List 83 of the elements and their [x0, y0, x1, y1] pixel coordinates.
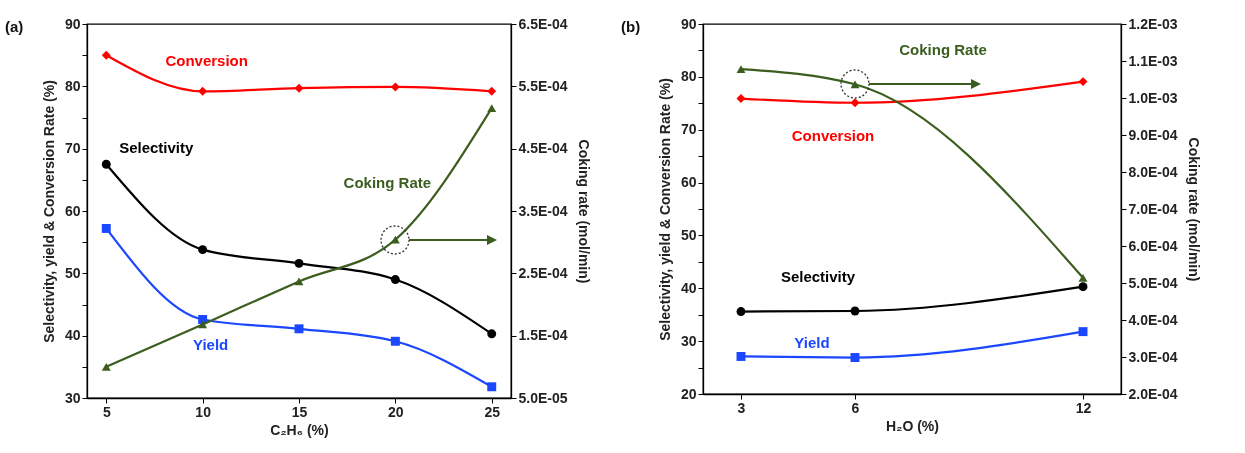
y2-axis-title: Coking rate (mol/min) [1185, 137, 1202, 282]
x-tick-label: 25 [484, 403, 501, 420]
point [294, 324, 304, 334]
y2-tick-label: 2.0E-04 [1128, 385, 1178, 402]
point [487, 329, 497, 339]
y2-tick-label: 5.5E-04 [518, 77, 568, 94]
y-tick-label: 80 [680, 68, 697, 85]
y-tick-label: 30 [680, 332, 697, 349]
y2-tick-label: 9.0E-04 [1128, 126, 1178, 143]
y-tick-label: 20 [680, 385, 697, 402]
point [101, 362, 111, 371]
x-tick-label: 20 [388, 403, 404, 420]
point [101, 50, 111, 60]
y2-tick-label: 3.5E-04 [518, 202, 568, 219]
y2-tick-label: 6.5E-04 [518, 15, 568, 32]
y2-tick-label: 3.0E-04 [1128, 348, 1178, 365]
x-tick-label: 10 [195, 403, 212, 420]
point [850, 98, 860, 108]
series-label: Selectivity [119, 139, 195, 157]
y2-tick-label: 4.5E-04 [518, 140, 568, 157]
series-label: Yield [794, 333, 830, 351]
point [1078, 282, 1088, 292]
point [487, 382, 497, 392]
series-label: Coking Rate [343, 173, 432, 191]
y2-axis-title: Coking rate (mol/min) [575, 139, 592, 284]
point [294, 83, 304, 93]
point [1078, 327, 1088, 337]
y-axis-title: Selectivity, yield & Conversion Rate (%) [656, 78, 673, 341]
point [294, 258, 304, 268]
y2-tick-label: 5.0E-04 [1128, 274, 1178, 291]
x-axis-title: H₂O (%) [886, 417, 939, 434]
point [390, 336, 400, 346]
y-tick-label: 80 [64, 77, 81, 94]
y2-tick-label: 1.0E-03 [1128, 89, 1178, 106]
point [487, 104, 497, 113]
y-tick-label: 90 [64, 15, 81, 32]
x-tick-label: 3 [737, 399, 746, 416]
y2-tick-label: 1.5E-04 [518, 327, 568, 344]
y-tick-label: 50 [64, 264, 81, 281]
point [487, 86, 497, 96]
point [736, 352, 746, 361]
y-tick-label: 30 [64, 389, 81, 406]
y2-tick-label: 4.0E-04 [1128, 311, 1178, 328]
point [294, 277, 304, 286]
y-tick-label: 60 [680, 174, 697, 191]
y-tick-label: 70 [680, 121, 697, 138]
y-tick-label: 70 [64, 140, 81, 157]
y2-tick-label: 6.0E-04 [1128, 237, 1178, 254]
series-label: Selectivity [780, 268, 856, 286]
point [101, 223, 111, 233]
y-tick-label: 40 [680, 279, 697, 296]
y2-tick-label: 2.5E-04 [518, 264, 568, 281]
point [1078, 273, 1088, 282]
point [390, 275, 400, 285]
y2-tick-label: 8.0E-04 [1128, 163, 1178, 180]
point [198, 86, 208, 96]
y-tick-label: 40 [64, 327, 81, 344]
y2-tick-label: 5.0E-05 [518, 389, 568, 406]
point [1078, 77, 1088, 87]
y-tick-label: 90 [680, 15, 697, 32]
x-axis-title: C₂H₆ (%) [270, 421, 329, 438]
x-tick-label: 6 [851, 399, 860, 416]
point [850, 353, 860, 362]
y-tick-label: 60 [64, 202, 81, 219]
series-label: Yield [192, 336, 229, 354]
text: Coking Rate [899, 41, 987, 59]
series-label: Conversion [791, 126, 875, 144]
text: (b) [621, 18, 641, 35]
x-tick-label: 5 [102, 403, 111, 420]
x-tick-label: 12 [1075, 399, 1092, 416]
y2-tick-label: 1.1E-03 [1128, 52, 1178, 69]
point [198, 245, 208, 255]
point [736, 65, 746, 74]
y-tick-label: 50 [680, 226, 697, 243]
x-tick-label: 15 [291, 403, 308, 420]
y-axis-title: Selectivity, yield & Conversion Rate (%) [40, 80, 57, 343]
y2-tick-label: 7.0E-04 [1128, 200, 1178, 217]
point [736, 307, 746, 317]
text: (a) [5, 18, 24, 35]
point [850, 306, 860, 316]
series-label: Conversion [165, 52, 248, 70]
point [101, 159, 111, 169]
y2-tick-label: 1.2E-03 [1128, 15, 1178, 32]
